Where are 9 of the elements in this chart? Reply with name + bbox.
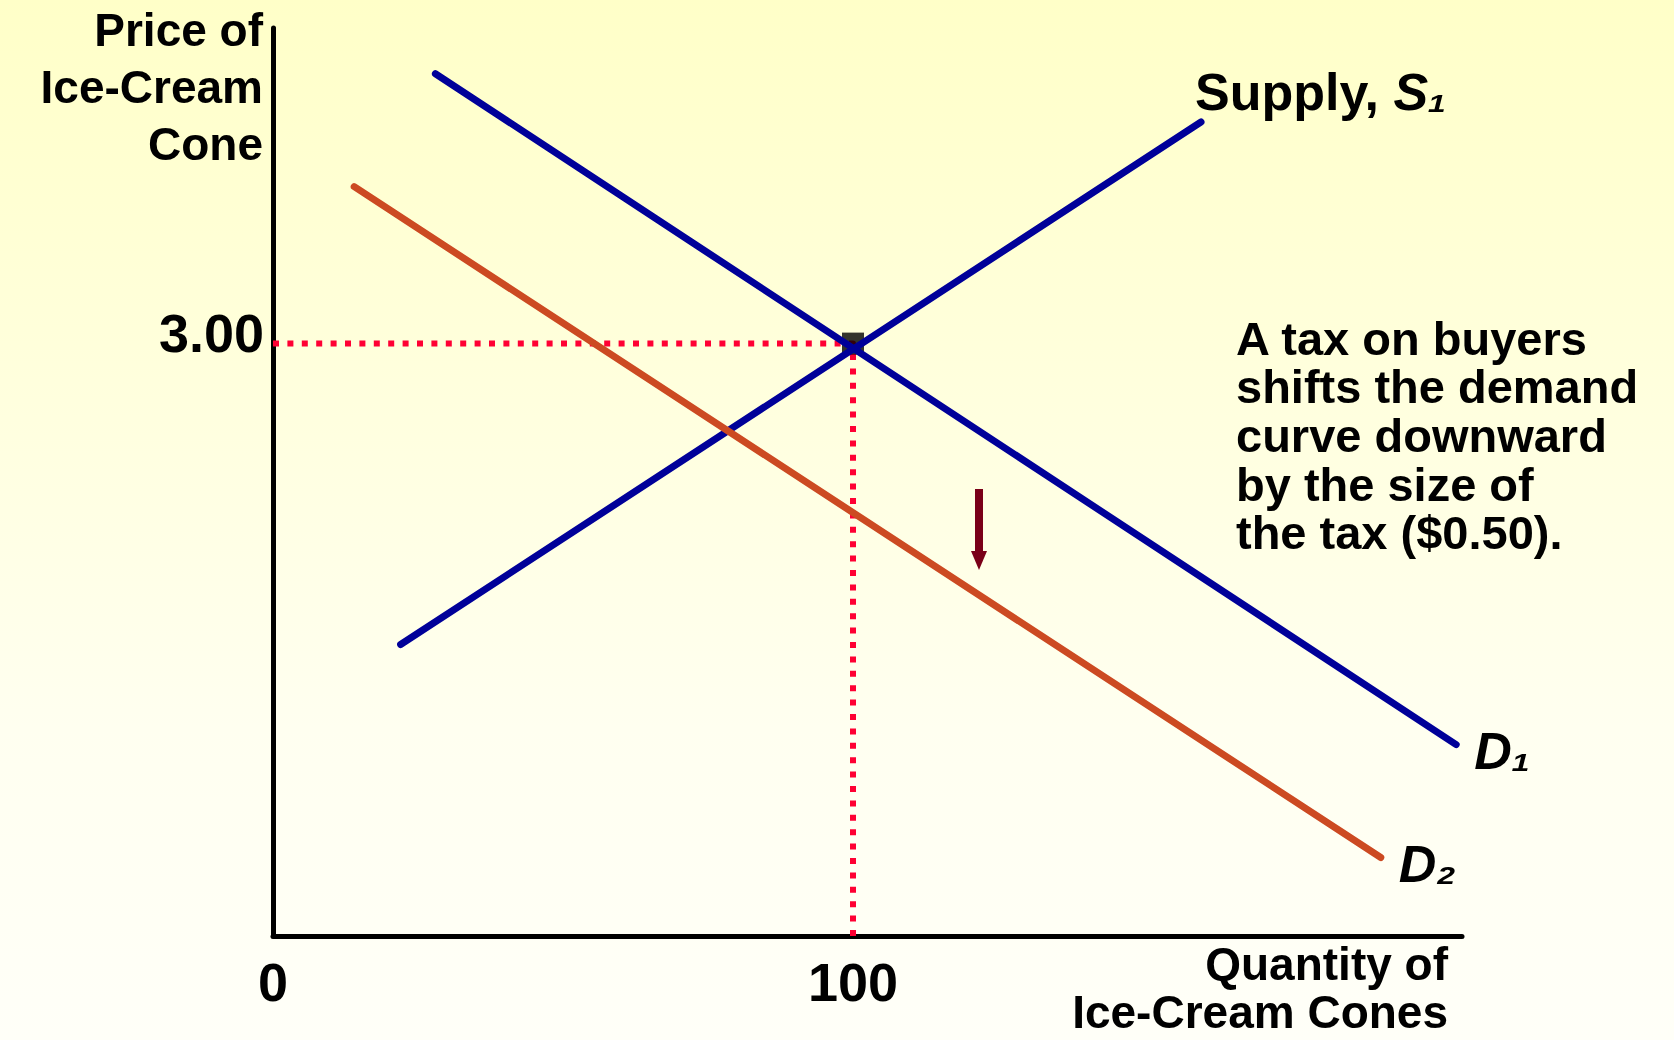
- series-label: D₂: [1398, 834, 1457, 893]
- series-label: Supply, S₁: [1195, 62, 1447, 121]
- x-axis-title: Quantity of Ice-Cream Cones: [1072, 938, 1449, 1038]
- y-axis-title: Price of Ice-Cream Cone: [40, 3, 264, 170]
- x-tick-label: 100: [807, 952, 899, 1012]
- x-tick-label: 0: [257, 952, 289, 1012]
- text: 3.00: [158, 303, 264, 363]
- annotation: A tax on buyers shifts the demand curve downward by the size of the tax ($0.50).: [1236, 311, 1639, 560]
- series-label: D₁: [1474, 721, 1531, 780]
